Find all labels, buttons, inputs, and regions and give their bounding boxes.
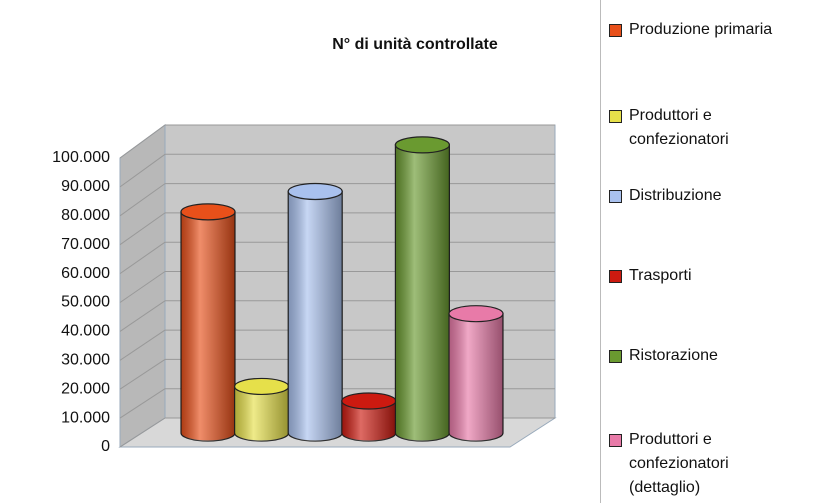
- grid-line: [119, 271, 166, 303]
- bar-top: [448, 305, 504, 323]
- legend-swatch: [609, 270, 622, 283]
- y-tick-label: 10.000: [61, 409, 110, 426]
- bar-top: [180, 203, 236, 221]
- legend-label: Produzione primaria: [629, 21, 773, 38]
- y-tick-label: 60.000: [61, 265, 110, 282]
- legend-item: Distribuzione: [609, 184, 819, 208]
- grid-line: [119, 124, 166, 159]
- legend: Produzione primaria Produttori e confezio…: [600, 0, 821, 503]
- y-tick-label: 40.000: [61, 323, 110, 340]
- y-tick-label: 0: [101, 438, 110, 455]
- grid-line: [119, 417, 166, 448]
- legend-item: Trasporti: [609, 264, 819, 288]
- legend-label: Distribuzione: [629, 187, 722, 204]
- grid-line: [119, 329, 166, 361]
- grid-line: [119, 300, 166, 332]
- y-tick-label: 20.000: [61, 380, 110, 397]
- y-tick-label: 30.000: [61, 352, 110, 369]
- grid-line: [119, 183, 166, 217]
- bar-shade: [181, 211, 235, 441]
- legend-label: Produttori e confezionatori: [629, 107, 729, 148]
- grid-line: [119, 358, 166, 390]
- legend-label: Ristorazione: [629, 347, 718, 364]
- legend-item: Produzione primaria: [609, 18, 819, 42]
- legend-swatch: [609, 434, 622, 447]
- legend-swatch: [609, 110, 622, 123]
- legend-swatch: [609, 24, 622, 37]
- chart-title: N° di unità controllate: [332, 36, 498, 53]
- legend-swatch: [609, 190, 622, 203]
- legend-item: Ristorazione: [609, 344, 819, 368]
- legend-item: Produttori e confezionatori: [609, 104, 819, 152]
- bar-top: [287, 182, 343, 201]
- side-wall: [119, 124, 166, 448]
- bar-top: [341, 392, 397, 410]
- legend-swatch: [609, 350, 622, 363]
- y-tick-label: 70.000: [61, 236, 110, 253]
- y-tick-label: 100.000: [52, 149, 110, 166]
- bar-top: [394, 136, 450, 154]
- bar-shade: [341, 400, 396, 441]
- bar-shade: [234, 386, 289, 441]
- bar-top: [234, 377, 290, 396]
- grid-line: [119, 388, 166, 419]
- bar-shade: [449, 313, 503, 441]
- y-tick-label: 50.000: [61, 294, 110, 311]
- chart: N° di unità controllate 0 10.000 20.000 30.…: [52, 36, 557, 455]
- bar-shade: [395, 144, 450, 441]
- bar-shade: [288, 191, 343, 441]
- grid-line: [119, 153, 166, 188]
- grid-line: [119, 212, 166, 246]
- legend-item: Produttori e confezionatori (dettaglio): [609, 428, 819, 500]
- y-tick-label: 80.000: [61, 207, 110, 224]
- grid-line: [119, 241, 166, 275]
- legend-label: Trasporti: [629, 267, 692, 284]
- y-tick-label: 90.000: [61, 178, 110, 195]
- legend-label: Produttori e confezionatori (dettaglio): [629, 431, 729, 496]
